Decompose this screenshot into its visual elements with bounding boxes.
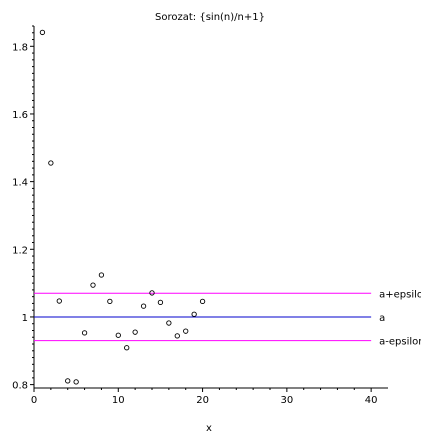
reference-line-label: a [379, 313, 385, 324]
y-tick-label: 1.4 [12, 178, 28, 189]
data-point [199, 298, 206, 305]
data-point [73, 379, 79, 385]
data-point [90, 282, 96, 288]
x-tick-label: 30 [280, 395, 293, 406]
x-tick-label: 20 [196, 395, 209, 406]
y-tick-label: 0.8 [12, 381, 28, 392]
data-point [124, 345, 130, 351]
data-point [132, 329, 138, 335]
data-point [48, 160, 54, 166]
data-point [140, 303, 147, 309]
data-point [183, 328, 189, 334]
y-tick-label: 1.2 [12, 245, 28, 256]
data-point [166, 320, 172, 326]
data-point [107, 298, 113, 305]
data-point [149, 290, 155, 296]
x-tick-label: 10 [112, 395, 125, 406]
x-tick-label: 0 [31, 395, 37, 406]
x-axis-label: x [206, 423, 212, 432]
x-tick-label: 40 [365, 395, 378, 406]
y-tick-label: 1.8 [12, 42, 28, 53]
data-point [98, 272, 105, 278]
plot-area: 0 10 20 30 40 0.8 1 1.2 1.4 1.6 1.8 a+epsilon a a-eps… [12, 25, 421, 406]
data-point [115, 332, 121, 338]
data-point [65, 378, 71, 384]
y-tick-label: 1 [22, 313, 28, 324]
chart-title: Sorozat: {sin(n)/n+1} [155, 12, 265, 23]
reference-line-label: a+epsilon [379, 289, 421, 300]
data-point [56, 298, 62, 304]
y-tick-label: 1.6 [12, 110, 28, 121]
data-point [157, 299, 164, 306]
data-point [174, 333, 180, 339]
data-point [81, 330, 88, 336]
data-point [191, 311, 197, 317]
reference-line-label: a-epsilon [379, 337, 421, 348]
data-point [39, 29, 46, 36]
